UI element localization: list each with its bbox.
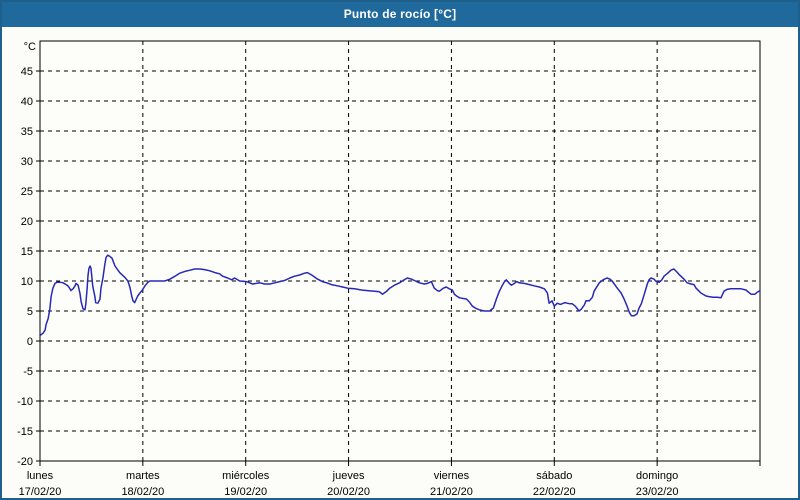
y-tick-label: -20: [17, 456, 33, 468]
date-label: 18/02/20: [121, 486, 164, 498]
day-label: martes: [126, 470, 160, 482]
date-label: 23/02/20: [636, 486, 679, 498]
window-title: Punto de rocío [°C]: [343, 7, 457, 21]
dew-point-line: [39, 254, 761, 337]
y-unit-label: °C: [24, 41, 36, 53]
date-label: 17/02/20: [19, 486, 62, 498]
y-tick-label: 40: [21, 96, 33, 108]
y-tick-label: 10: [21, 276, 33, 288]
date-label: 19/02/20: [224, 486, 267, 498]
y-tick-label: -15: [17, 426, 33, 438]
day-label: domingo: [636, 470, 678, 482]
day-label: sábado: [536, 470, 572, 482]
y-tick-label: 25: [21, 186, 33, 198]
y-tick-label: -5: [23, 366, 33, 378]
y-tick-label: 15: [21, 246, 33, 258]
y-tick-label: 20: [21, 216, 33, 228]
y-tick-label: 5: [27, 306, 33, 318]
dew-point-chart: 45 40 35 30 25 20 15 10 5 0 -5 -10 -15 -20 °C lunes 17/0…: [17, 40, 761, 498]
day-label: lunes: [27, 470, 54, 482]
window-titlebar: Punto de rocío [°C]: [2, 2, 798, 27]
chart-area: 45 40 35 30 25 20 15 10 5 0 -5 -10 -15 -20 °C lunes 17/0…: [2, 27, 798, 498]
date-label: 22/02/20: [533, 486, 576, 498]
y-tick-label: -10: [17, 396, 33, 408]
y-tick-label: 30: [21, 156, 33, 168]
y-tick-label: 35: [21, 126, 33, 138]
y-tick-label: 0: [27, 336, 33, 348]
day-label: viernes: [434, 470, 470, 482]
date-label: 20/02/20: [327, 486, 370, 498]
date-label: 21/02/20: [430, 486, 473, 498]
day-label: jueves: [332, 470, 365, 482]
y-tick-label: 45: [21, 66, 33, 78]
day-label: miércoles: [222, 470, 270, 482]
